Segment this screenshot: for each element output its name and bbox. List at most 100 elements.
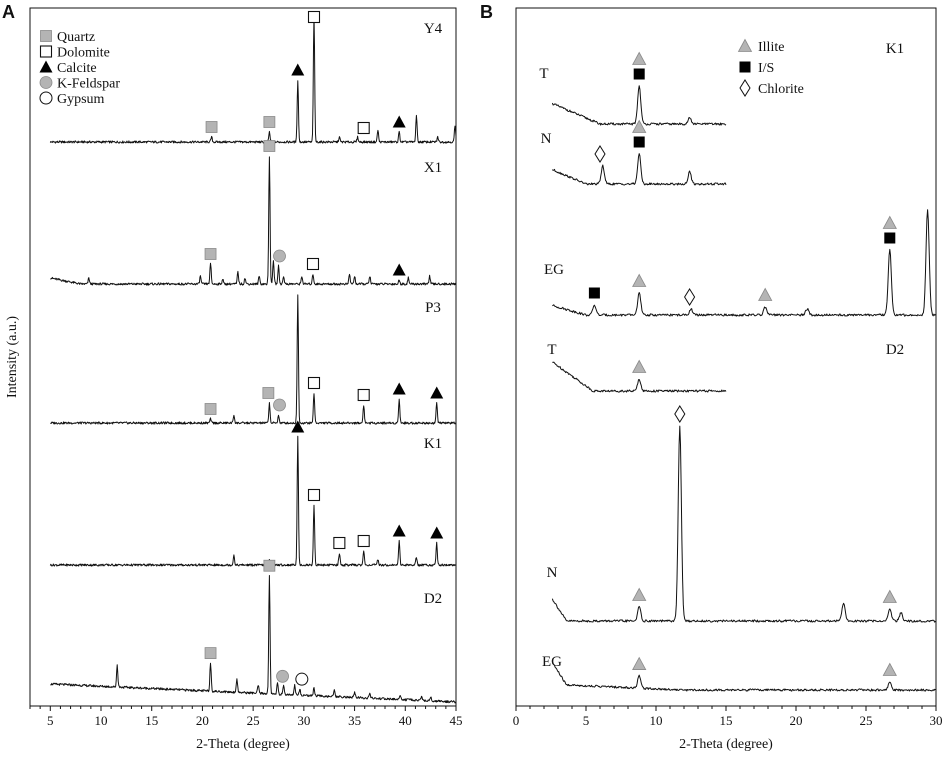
marker-x1-dolomite-3 bbox=[306, 257, 320, 271]
sample-label-y4: Y4 bbox=[424, 21, 443, 37]
marker-p3-k-feldspar-2 bbox=[273, 398, 286, 412]
marker-k1-eg-chlorite-3 bbox=[684, 288, 696, 306]
group-label-k1: K1 bbox=[886, 41, 904, 57]
marker-k1-eg-illite-4 bbox=[632, 273, 647, 287]
marker-y4-quartz-1 bbox=[263, 116, 276, 128]
marker-k1-n-chlorite-2 bbox=[594, 145, 606, 163]
trace-p3 bbox=[50, 294, 457, 425]
marker-d2-eg-illite-0 bbox=[882, 662, 897, 676]
sample-label-x1: X1 bbox=[424, 160, 442, 176]
marker-p3-calcite-6 bbox=[430, 386, 444, 399]
legend-marker-illite bbox=[737, 38, 753, 52]
panel-b-sample-labels: T N EG T N EG bbox=[539, 66, 564, 670]
trace-d2-n bbox=[551, 425, 937, 623]
sample-label-k1-t: T bbox=[539, 66, 548, 82]
panel-b-traces bbox=[551, 85, 937, 692]
marker-d2-quartz-1 bbox=[263, 559, 276, 572]
marker-k1-calcite-0 bbox=[291, 420, 305, 433]
sample-label-k1-eg: EG bbox=[544, 262, 564, 278]
marker-x1-quartz-1 bbox=[263, 140, 276, 152]
tick-label-a-15: 15 bbox=[145, 713, 158, 728]
marker-d2-eg-illite-1 bbox=[632, 656, 647, 670]
marker-p3-calcite-5 bbox=[392, 382, 406, 395]
trace-k1-t bbox=[551, 85, 727, 126]
marker-d2-gypsum-3 bbox=[295, 672, 309, 686]
marker-x1-k-feldspar-2 bbox=[273, 249, 286, 263]
legend-marker-quartz bbox=[40, 30, 52, 42]
marker-p3-dolomite-3 bbox=[307, 376, 321, 390]
tick-label-b-10: 10 bbox=[650, 713, 663, 728]
panel-a-letter: A bbox=[2, 2, 15, 22]
marker-p3-dolomite-4 bbox=[357, 388, 370, 402]
legend-label-calcite: Calcite bbox=[57, 61, 97, 76]
trace-d2 bbox=[50, 575, 457, 704]
legend-label-quartz: Quartz bbox=[57, 30, 95, 45]
marker-x1-quartz-0 bbox=[204, 248, 217, 260]
trace-y4 bbox=[49, 14, 457, 144]
tick-label-a-45: 45 bbox=[450, 713, 463, 728]
panel-b-markers bbox=[588, 51, 897, 676]
legend-label-k-feldspar: K-Feldspar bbox=[57, 77, 120, 92]
legend-label-gypsum: Gypsum bbox=[57, 92, 105, 107]
panel-b-letter: B bbox=[480, 2, 493, 22]
trace-x1 bbox=[50, 156, 457, 286]
marker-k1-n-illite-1 bbox=[632, 119, 647, 133]
trace-d2-eg bbox=[551, 661, 937, 692]
legend-label-dolomite: Dolomite bbox=[57, 46, 110, 61]
tick-label-b-30: 30 bbox=[930, 713, 943, 728]
marker-x1-calcite-4 bbox=[392, 263, 406, 276]
marker-k1-eg-illite-2 bbox=[758, 287, 773, 301]
panel-a-x-axis-title: 2-Theta (degree) bbox=[196, 737, 290, 752]
marker-d2-n-illite-0 bbox=[882, 589, 897, 603]
marker-y4-dolomite-3 bbox=[307, 10, 321, 24]
legend-label-i-s: I/S bbox=[758, 61, 774, 76]
legend-label-chlorite: Chlorite bbox=[758, 82, 804, 97]
marker-k1-n-i-s-0 bbox=[633, 136, 645, 148]
tick-label-b-25: 25 bbox=[860, 713, 873, 728]
marker-k1-eg-illite-1 bbox=[882, 215, 897, 229]
sample-label-k1-n: N bbox=[541, 131, 552, 147]
sample-label-d2: D2 bbox=[424, 591, 442, 607]
panel-a-sample-labels: Y4 X1 P3 K1 D2 bbox=[424, 21, 443, 607]
marker-y4-quartz-0 bbox=[205, 121, 218, 133]
tick-label-b-20: 20 bbox=[790, 713, 803, 728]
tick-label-a-30: 30 bbox=[297, 713, 310, 728]
panel-b-x-axis-title: 2-Theta (degree) bbox=[679, 737, 773, 752]
panel-a: A 5 10 15 20 25 30 35 40 45 Y4 X1 P3 K1 D2 QuartzDol… bbox=[2, 2, 463, 752]
trace-k1-eg bbox=[552, 209, 937, 317]
trace-k1 bbox=[49, 435, 457, 567]
marker-d2-k-feldspar-2 bbox=[276, 669, 289, 683]
sample-label-d2-t: T bbox=[547, 342, 556, 358]
tick-label-a-10: 10 bbox=[95, 713, 108, 728]
marker-k1-eg-i-s-5 bbox=[588, 287, 600, 299]
tick-label-a-5: 5 bbox=[47, 713, 54, 728]
marker-k1-t-i-s-0 bbox=[633, 68, 645, 80]
legend-label-illite: Illite bbox=[758, 40, 784, 55]
marker-d2-t-illite-0 bbox=[632, 359, 647, 373]
sample-label-d2-n: N bbox=[547, 565, 558, 581]
legend-marker-chlorite bbox=[739, 79, 751, 97]
marker-d2-quartz-0 bbox=[204, 647, 217, 660]
tick-label-a-35: 35 bbox=[348, 713, 361, 728]
panel-a-y-axis-title: Intensity (a.u.) bbox=[5, 316, 20, 398]
marker-y4-dolomite-4 bbox=[357, 121, 370, 135]
panel-a-traces bbox=[49, 14, 457, 704]
marker-p3-quartz-0 bbox=[204, 403, 217, 415]
trace-d2-t bbox=[552, 361, 727, 393]
marker-d2-n-illite-2 bbox=[632, 587, 647, 601]
panel-b-frame bbox=[515, 7, 937, 707]
marker-y4-calcite-2 bbox=[291, 63, 305, 76]
panel-a-markers bbox=[204, 10, 444, 686]
marker-k1-dolomite-2 bbox=[333, 536, 346, 550]
panel-b-x-axis: 0 5 10 15 20 25 30 bbox=[513, 706, 943, 728]
marker-k1-dolomite-1 bbox=[307, 488, 321, 502]
legend-marker-i-s bbox=[739, 61, 751, 73]
tick-label-a-40: 40 bbox=[399, 713, 412, 728]
sample-label-p3: P3 bbox=[425, 300, 441, 316]
tick-label-b-0: 0 bbox=[513, 713, 520, 728]
marker-k1-dolomite-3 bbox=[357, 534, 370, 548]
sample-label-d2-eg: EG bbox=[542, 654, 562, 670]
marker-y4-calcite-5 bbox=[392, 115, 406, 128]
